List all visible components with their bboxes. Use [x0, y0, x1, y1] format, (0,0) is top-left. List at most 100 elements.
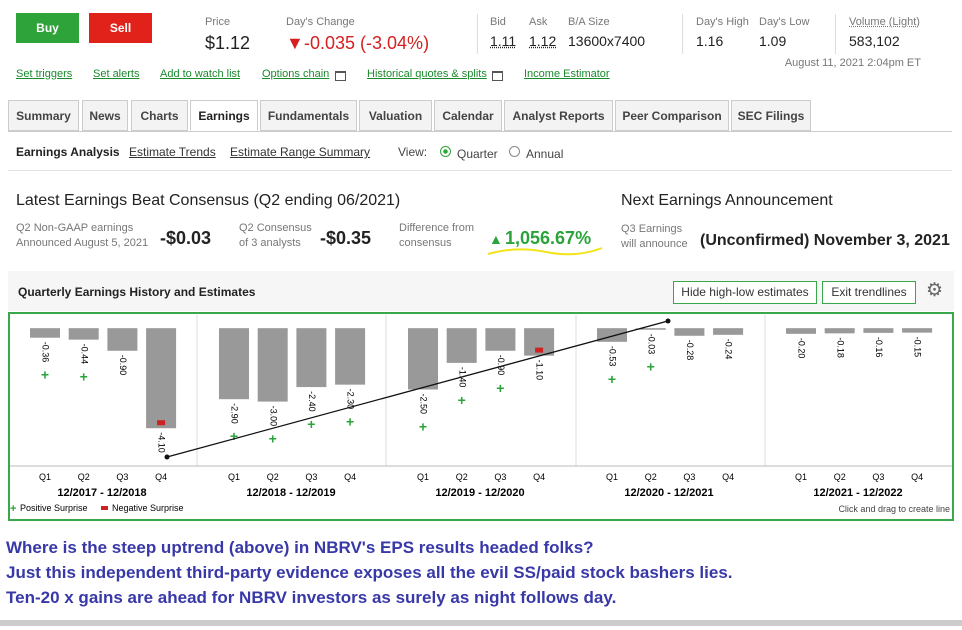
group-label: 12/2020 - 12/2021: [624, 487, 713, 499]
link[interactable]: Set triggers: [16, 68, 73, 80]
surprise-positive: +: [419, 419, 427, 435]
subnav-link[interactable]: Estimate Trends: [129, 145, 216, 159]
value-label: -0.24: [724, 339, 734, 360]
group-label: 12/2019 - 12/2020: [435, 487, 524, 499]
bar: [68, 329, 99, 340]
up-arrow: ▲: [489, 231, 503, 247]
radio-label[interactable]: Annual: [526, 147, 564, 161]
x-tick-label: Q3: [494, 472, 506, 482]
surprise-positive: +: [496, 380, 504, 396]
x-tick-label: Q3: [683, 472, 695, 482]
bar: [146, 329, 177, 429]
group-label: 12/2018 - 12/2019: [246, 487, 335, 499]
comment-line: Ten-20 x gains are ahead for NBRV invest…: [6, 588, 617, 607]
timestamp: August 11, 2021 2:04pm ET: [784, 57, 921, 69]
tab[interactable]: Peer Comparison: [615, 100, 729, 131]
tab[interactable]: Earnings: [190, 100, 258, 131]
chart-title: Quarterly Earnings History and Estimates: [18, 285, 256, 299]
surprise-negative: [535, 347, 544, 353]
label-line: Q2 Non-GAAP earnings: [16, 222, 134, 234]
tab-rule: [8, 131, 952, 132]
subnav-link[interactable]: Earnings Analysis: [16, 145, 120, 159]
earnings-value: -$0.35: [320, 228, 372, 248]
exit-trendlines-button[interactable]: Exit trendlines: [822, 281, 916, 304]
divider: [682, 14, 683, 54]
label-line: Announced August 5, 2021: [16, 237, 149, 249]
low-label: Day's Low: [759, 16, 810, 28]
surprise-positive: +: [80, 369, 88, 385]
settings-icon[interactable]: ⚙: [926, 280, 944, 301]
value-label: -2.50: [419, 394, 429, 415]
high: 1.16: [696, 33, 724, 49]
subnav-link[interactable]: Estimate Range Summary: [230, 145, 371, 159]
tab[interactable]: Summary: [8, 100, 79, 131]
x-tick-label: Q2: [456, 472, 468, 482]
link[interactable]: Options chain: [262, 68, 330, 80]
next-value: (Unconfirmed) November 3, 2021: [700, 232, 950, 249]
legend-marker: +: [10, 503, 16, 515]
bar: [674, 329, 705, 336]
surprise-positive: +: [458, 392, 466, 408]
surprise-positive: +: [41, 367, 49, 383]
x-tick-label: Q3: [305, 472, 317, 482]
label-line: will announce: [621, 238, 688, 250]
radio[interactable]: [509, 146, 520, 157]
bar: [902, 329, 933, 333]
tab[interactable]: News: [82, 100, 128, 131]
value-label: -3.00: [268, 406, 278, 427]
value-label: -2.90: [230, 403, 240, 424]
earnings-value: -$0.03: [160, 228, 212, 248]
rule: [8, 170, 952, 171]
x-tick-label: Q2: [645, 472, 657, 482]
link[interactable]: Income Estimator: [524, 68, 610, 80]
tab[interactable]: Charts: [131, 100, 188, 131]
radio-label[interactable]: Quarter: [457, 147, 498, 161]
view-label: View:: [398, 145, 428, 159]
x-tick-label: Q2: [78, 472, 90, 482]
tab[interactable]: Analyst Reports: [504, 100, 613, 131]
hide-estimates-button[interactable]: Hide high-low estimates: [673, 281, 817, 304]
tab[interactable]: SEC Filings: [731, 100, 811, 131]
tab[interactable]: Valuation: [359, 100, 432, 131]
high-label: Day's High: [696, 16, 749, 28]
next-title: Next Earnings Announcement: [621, 192, 833, 209]
bar: [485, 329, 516, 351]
divider: [835, 14, 836, 54]
bar: [335, 329, 366, 385]
value-label: -1.10: [535, 360, 545, 381]
value-label: -0.16: [874, 337, 884, 358]
bar: [597, 329, 627, 342]
tab[interactable]: Fundamentals: [260, 100, 357, 131]
surprise-positive: +: [230, 428, 238, 444]
x-tick-label: Q4: [722, 472, 734, 482]
x-tick-label: Q4: [911, 472, 923, 482]
value-label: -0.36: [41, 342, 51, 363]
surprise-positive: +: [346, 414, 354, 430]
surprise-negative: [157, 420, 166, 426]
price: $1.12: [205, 33, 251, 53]
value-label: -0.53: [608, 346, 618, 367]
change-arrow: ▼: [286, 33, 304, 53]
comment-line: Where is the steep uptrend (above) in NB…: [6, 538, 594, 557]
buy-button[interactable]: Buy: [16, 13, 79, 43]
value-label: -0.44: [79, 344, 89, 365]
x-tick-label: Q4: [155, 472, 167, 482]
radio[interactable]: [440, 146, 451, 157]
value-label: -0.15: [913, 337, 923, 358]
link[interactable]: Historical quotes & splits: [367, 68, 487, 80]
surprise-positive: +: [608, 371, 616, 387]
next-label: Q3 Earnings will announce: [621, 222, 688, 252]
chart-border: [8, 312, 954, 521]
value-label: -0.18: [835, 337, 845, 358]
label-line: Q3 Earnings: [621, 223, 683, 235]
value-label: -4.10: [157, 432, 167, 453]
tab[interactable]: Calendar: [434, 100, 502, 131]
bar: [257, 329, 288, 402]
trend-handle: [164, 454, 170, 460]
link[interactable]: Add to watch list: [160, 68, 241, 80]
link[interactable]: Set alerts: [93, 68, 140, 80]
sell-button[interactable]: Sell: [89, 13, 152, 43]
label-line: consensus: [399, 237, 452, 249]
